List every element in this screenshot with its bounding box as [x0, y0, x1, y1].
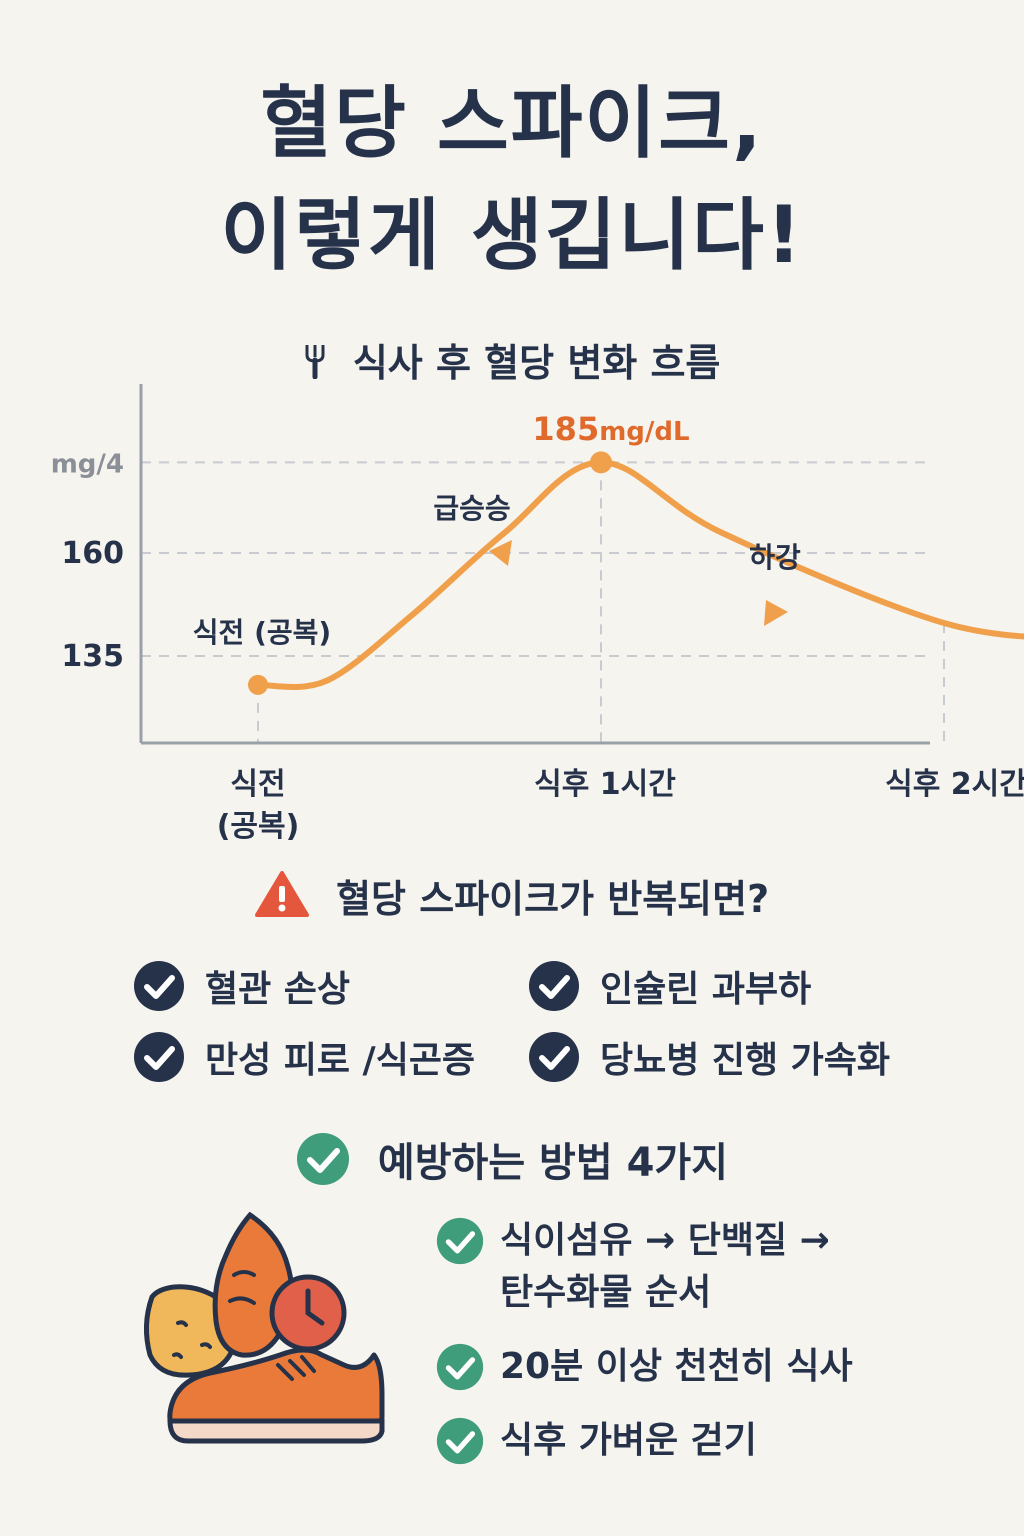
chart-heading-text: 식사 후 혈당 변화 흐름 [352, 341, 721, 385]
risk-item-label: 만성 피로 /식곤증 [205, 1040, 476, 1081]
risk-item: 만성 피로 /식곤증 [133, 1031, 475, 1083]
check-circle-icon [436, 1417, 484, 1465]
prevention-heading: 예방하는 방법 4가지 [0, 1130, 1024, 1188]
risk-item-label: 당뇨병 진행 가속화 [600, 1040, 891, 1081]
annotation-fall: 하강 [749, 541, 801, 574]
food-illustration [144, 1211, 385, 1444]
y-tick-label: mg/4 [51, 449, 124, 479]
sneaker-icon [167, 1347, 385, 1444]
tip-text: 식이섬유 → 단백질 → 탄수화물 순서 [500, 1215, 900, 1319]
title-line-1: 혈당 스파이크, [260, 79, 764, 169]
tip-item: 식후 가벼운 걷기 [436, 1415, 900, 1467]
check-circle-icon [296, 1133, 349, 1185]
chart-heading: 식사 후 혈당 변화 흐름 [0, 332, 1024, 388]
fall-arrow-icon [764, 600, 788, 626]
title-line-2: 이렇게 생깁니다! [220, 191, 804, 281]
risk-item: 당뇨병 진행 가속화 [528, 1031, 890, 1083]
check-icon [529, 961, 579, 1011]
tip-text: 식후 가벼운 걷기 [500, 1415, 900, 1467]
start-point [248, 674, 268, 695]
y-tick-label: 160 [61, 536, 124, 571]
warning-heading-text: 혈당 스파이크가 반복되면? [336, 877, 770, 921]
annotation-fasting: 식전 (공복) [193, 616, 331, 649]
tip-text-line: 20분 이상 천천히 식사 [500, 1346, 853, 1387]
annotation-rise: 급승승 [433, 492, 510, 525]
tip-text-line: 탄수화물 순서 [500, 1272, 712, 1313]
risk-item: 인슐린 과부하 [528, 960, 811, 1012]
series-line [255, 459, 1024, 691]
tip-item: 20분 이상 천천히 식사 [436, 1341, 900, 1393]
check-icon [529, 1032, 579, 1082]
peak-unit: mg/dL [599, 417, 689, 447]
prevention-tips: 식이섬유 → 단백질 → 탄수화물 순서 20분 이상 천천히 식사 식후 가벼… [436, 1215, 900, 1489]
rise-arrow-icon [489, 540, 512, 566]
x-tick-label: 식후 1시간 [534, 767, 676, 802]
check-icon [134, 961, 184, 1011]
risk-item-label: 인슐린 과부하 [600, 969, 812, 1010]
tip-item: 식이섬유 → 단백질 → 탄수화물 순서 [436, 1215, 900, 1319]
warning-icon [254, 871, 309, 917]
chart-grid [141, 461, 945, 743]
x-tick-label: 식후 2시간 [885, 767, 1024, 802]
warning-heading: 혈당 스파이크가 반복되면? [0, 868, 1024, 923]
y-tick-label: 135 [61, 639, 124, 674]
blood-sugar-chart: 135 160 mg/4 식전 (공복) 식후 1시간 식후 2시간 185mg/dL 식… [51, 384, 1024, 844]
check-circle-icon [436, 1217, 484, 1265]
x-tick-labels: 식전 (공복) 식후 1시간 식후 2시간 [217, 767, 1024, 844]
check-icon [134, 1032, 184, 1082]
prevention-heading-text: 예방하는 방법 4가지 [377, 1140, 729, 1186]
risk-item-label: 혈관 손상 [205, 969, 351, 1010]
check-circle-icon [436, 1343, 484, 1391]
peak-point [590, 451, 612, 474]
tip-text-line: 식이섬유 → 단백질 → [500, 1220, 830, 1261]
fork-icon [304, 343, 326, 388]
tip-text: 20분 이상 천천히 식사 [500, 1341, 900, 1393]
clock-icon [269, 1274, 347, 1352]
y-tick-labels: 135 160 mg/4 [51, 449, 124, 674]
page-title: 혈당 스파이크, 이렇게 생깁니다! [0, 68, 1024, 292]
risk-item: 혈관 손상 [133, 960, 350, 1012]
peak-label: 185mg/dL [532, 410, 689, 448]
x-tick-label: 식전 (공복) [217, 767, 300, 844]
peak-value: 185 [532, 410, 599, 448]
tip-text-line: 식후 가벼운 걷기 [500, 1420, 757, 1461]
